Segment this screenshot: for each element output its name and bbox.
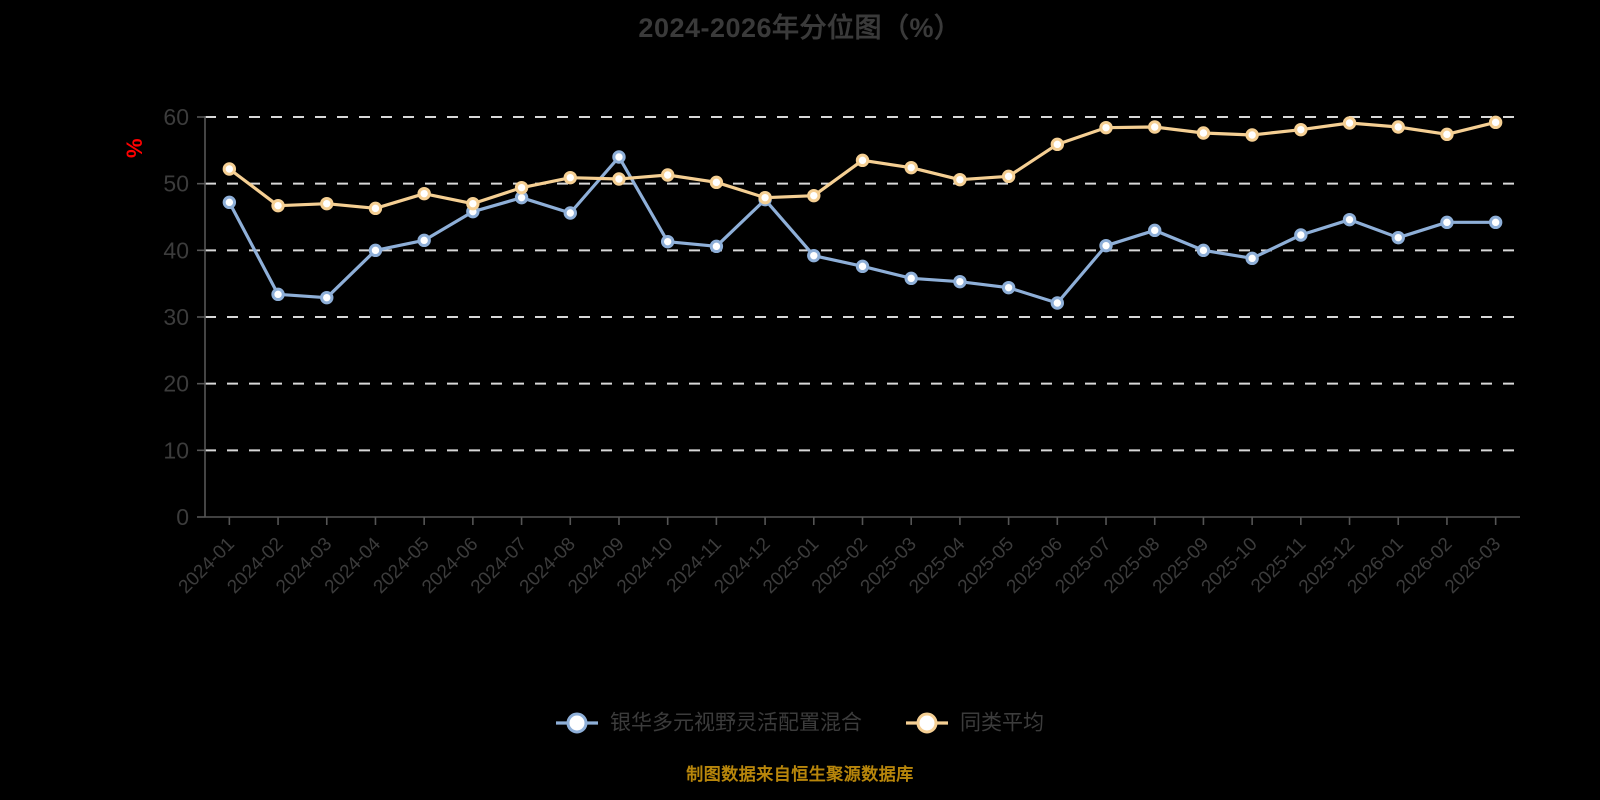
y-tick-label: 60 — [163, 104, 189, 130]
data-point-marker[interactable] — [855, 153, 870, 168]
data-point-marker[interactable] — [320, 196, 334, 211]
data-point-marker[interactable] — [660, 234, 675, 249]
y-tick-label: 40 — [163, 237, 189, 263]
data-point-marker[interactable] — [660, 168, 675, 182]
data-point-marker[interactable] — [855, 259, 870, 274]
data-point-marker[interactable] — [758, 190, 772, 205]
y-tick-label: 0 — [176, 504, 189, 530]
data-point-marker[interactable] — [1245, 128, 1259, 142]
legend-swatch-marker — [566, 712, 588, 734]
unit-percent-label: % — [122, 138, 147, 158]
data-point-marker[interactable] — [1245, 251, 1259, 266]
chart-title: 2024-2026年分位图（%） — [638, 13, 962, 43]
data-point-marker[interactable] — [1099, 238, 1113, 253]
data-point-marker[interactable] — [222, 195, 237, 210]
data-point-marker[interactable] — [1050, 137, 1065, 152]
data-series[interactable] — [222, 115, 1503, 310]
data-source-note: 制图数据来自恒生聚源数据库 — [686, 765, 914, 784]
data-point-marker[interactable] — [563, 206, 577, 220]
data-point-marker[interactable] — [514, 180, 529, 195]
data-point-marker[interactable] — [271, 287, 285, 302]
data-point-marker[interactable] — [320, 290, 334, 305]
data-point-marker[interactable] — [271, 198, 285, 213]
y-tick-label: 20 — [163, 371, 189, 397]
data-point-marker[interactable] — [1342, 212, 1357, 227]
data-point-marker[interactable] — [1391, 120, 1405, 134]
y-axis-unit-label: % — [122, 138, 147, 158]
y-tick-label: 10 — [163, 437, 189, 463]
axes — [197, 116, 1520, 525]
data-point-marker[interactable] — [904, 160, 918, 175]
data-point-marker[interactable] — [1488, 215, 1503, 230]
data-point-marker[interactable] — [1391, 230, 1405, 245]
data-point-marker[interactable] — [709, 175, 724, 190]
x-axis-tick-labels: 2024-012024-022024-032024-042024-052024-… — [175, 533, 1505, 597]
data-point-marker[interactable] — [953, 274, 967, 289]
data-point-marker[interactable] — [709, 239, 724, 254]
data-point-marker[interactable] — [368, 201, 383, 216]
data-point-marker[interactable] — [1099, 120, 1113, 135]
data-point-marker[interactable] — [368, 243, 383, 258]
data-point-marker[interactable] — [1342, 116, 1357, 130]
data-point-marker[interactable] — [612, 172, 626, 186]
legend-label: 银华多元视野灵活配置混合 — [610, 712, 862, 735]
legend-item-1[interactable]: 同类平均 — [906, 712, 1044, 735]
data-point-marker[interactable] — [1294, 228, 1308, 242]
series-line-0[interactable] — [227, 155, 1498, 305]
data-point-marker[interactable] — [953, 172, 967, 187]
data-point-marker[interactable] — [1148, 120, 1162, 134]
y-axis-tick-labels: 0 10 20 30 40 50 60 — [163, 104, 189, 530]
data-point-marker[interactable] — [1196, 126, 1211, 140]
data-point-marker[interactable] — [1148, 223, 1162, 238]
data-point-marker[interactable] — [466, 196, 480, 211]
data-point-marker[interactable] — [1440, 127, 1454, 142]
data-point-marker[interactable] — [1440, 215, 1454, 230]
data-point-marker[interactable] — [417, 186, 431, 201]
data-point-marker[interactable] — [904, 271, 918, 286]
data-point-marker[interactable] — [1001, 280, 1016, 295]
line-chart-plot[interactable]: 0 10 20 30 40 50 60 2024-012024-022024-032024-… — [0, 0, 1600, 760]
data-point-marker[interactable] — [222, 162, 237, 176]
y-tick-label: 50 — [163, 171, 189, 197]
data-point-marker[interactable] — [1196, 243, 1211, 258]
legend-item-0[interactable]: 银华多元视野灵活配置混合 — [556, 712, 862, 735]
data-point-marker[interactable] — [807, 188, 821, 203]
data-point-marker[interactable] — [612, 150, 626, 164]
data-point-marker[interactable] — [1050, 296, 1065, 310]
legend-label: 同类平均 — [960, 712, 1044, 735]
data-point-marker[interactable] — [807, 248, 821, 263]
data-point-marker[interactable] — [417, 233, 431, 248]
data-point-marker[interactable] — [1001, 169, 1016, 184]
legend-swatch-marker — [916, 712, 938, 734]
data-point-marker[interactable] — [1294, 122, 1308, 137]
data-point-marker[interactable] — [1488, 115, 1503, 130]
data-point-marker[interactable] — [563, 170, 577, 185]
chart-legend[interactable]: 银华多元视野灵活配置混合 同类平均 — [556, 712, 1044, 735]
y-tick-label: 30 — [163, 304, 189, 330]
